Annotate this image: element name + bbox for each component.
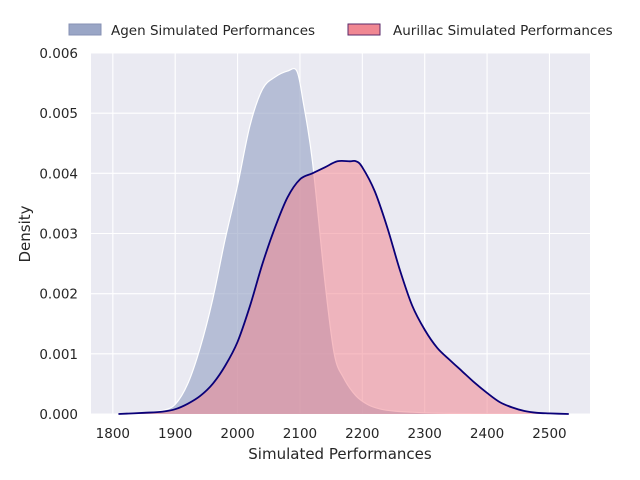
x-tick-label: 2000	[220, 426, 254, 442]
y-axis-label: Density	[16, 205, 34, 262]
x-tick-label: 2200	[345, 426, 379, 442]
x-tick-labels: 1800 1900 2000 2100 2200 2300 2400 2500	[96, 426, 567, 442]
y-tick-label: 0.002	[39, 287, 78, 303]
y-tick-label: 0.003	[39, 227, 78, 243]
x-tick-label: 2300	[408, 426, 442, 442]
y-tick-labels: 0.000 0.001 0.002 0.003 0.004 0.005 0.006	[39, 46, 78, 423]
y-tick-label: 0.001	[39, 347, 78, 363]
legend: Agen Simulated Performances Aurillac Sim…	[68, 23, 613, 39]
y-tick-label: 0.006	[39, 46, 78, 62]
x-tick-label: 1900	[158, 426, 192, 442]
density-line-aurillac	[118, 159, 569, 415]
x-axis-label: Simulated Performances	[248, 445, 432, 463]
legend-label-agen: Agen Simulated Performances	[111, 23, 315, 39]
y-tick-label: 0.004	[39, 166, 78, 182]
y-tick-label: 0.005	[39, 106, 78, 122]
density-area-aurillac	[118, 160, 569, 414]
legend-swatch-agen	[68, 23, 102, 36]
x-tick-label: 2100	[283, 426, 317, 442]
density-area-agen	[118, 68, 527, 414]
legend-label-aurillac: Aurillac Simulated Performances	[393, 23, 613, 39]
y-tick-label: 0.000	[39, 407, 78, 423]
x-tick-label: 2500	[532, 426, 566, 442]
x-tick-label: 2400	[470, 426, 504, 442]
legend-swatch-aurillac	[347, 23, 381, 36]
series-layer	[118, 67, 569, 415]
x-tick-label: 1800	[96, 426, 130, 442]
